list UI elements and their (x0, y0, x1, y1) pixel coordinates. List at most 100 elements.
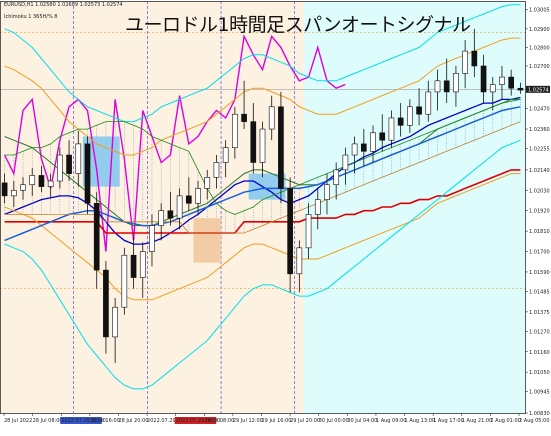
candle (1, 173, 8, 204)
candle-body (167, 210, 174, 219)
y-tick-label: 1.00830 (529, 411, 550, 417)
x-tick-label: 28 Jul 16:00 (90, 418, 120, 424)
y-tick-label: 1.01270 (529, 329, 550, 335)
candle-body (296, 247, 303, 275)
candle (480, 54, 487, 104)
candle-body (121, 254, 128, 308)
candle (139, 242, 146, 298)
candle-body (360, 143, 367, 152)
candle-body (158, 210, 165, 226)
candle-body (1, 182, 8, 197)
candle (20, 177, 26, 200)
series-ma (4, 106, 521, 242)
candle-body (333, 169, 340, 186)
candle-body (462, 50, 468, 74)
candle (416, 88, 422, 126)
x-tick-label: 2022.07.29 04:00 (176, 418, 221, 424)
series-kijun (4, 169, 521, 234)
series-bb_upper2 (4, 4, 521, 123)
candle-body (259, 128, 266, 163)
candle (93, 192, 100, 289)
candle (508, 69, 515, 96)
y-tick-label: 1.02030 (529, 188, 550, 194)
candles (1, 28, 524, 363)
candle-body (149, 225, 155, 252)
y-tick-label: 1.01160 (529, 350, 550, 356)
y-tick-label: 1.02800 (529, 45, 550, 51)
series-bb_lower1 (4, 173, 521, 301)
candle-body (103, 269, 109, 338)
candle-body (443, 80, 450, 93)
candle-body (268, 106, 275, 130)
candle (232, 106, 238, 159)
series-tenkan (4, 96, 521, 245)
current-price-tag: 1.02574 (526, 85, 550, 93)
candle (176, 188, 183, 230)
candle (407, 99, 413, 133)
y-tick-label: 1.02470 (529, 107, 550, 113)
y-tick-label: 1.01810 (529, 229, 550, 235)
x-tick-label: 2 Aug 01:00 (490, 418, 521, 424)
x-tick-label: 1 Aug 21:00 (462, 418, 493, 424)
candle (342, 147, 349, 185)
indicator-lines (3, 4, 521, 390)
candle-body (139, 251, 146, 278)
candle (66, 140, 72, 182)
y-tick-label: 1.02900 (529, 27, 550, 33)
x-tick-label: 29 Jul 08:00 (204, 418, 234, 424)
candle-body (499, 76, 505, 85)
candle-body (489, 84, 496, 93)
candle-body (379, 132, 386, 141)
candle (305, 203, 312, 259)
series-chikou (3, 33, 346, 252)
candle-body (416, 106, 422, 115)
y-tick-label: 1.01700 (529, 250, 550, 256)
x-tick-label: 30 Jul 04:00 (347, 418, 377, 424)
candle-body (250, 121, 257, 163)
candle (112, 297, 118, 363)
series-bb_lower2 (4, 139, 521, 390)
y-tick-label: 1.02255 (529, 147, 550, 153)
candle (471, 28, 478, 78)
x-tick-label: 2 Aug 05:00 (519, 418, 550, 424)
x-tick-label: 29 Jul 12:00 (233, 418, 263, 424)
candle (103, 260, 109, 354)
candle-body (453, 73, 459, 93)
candle (149, 214, 155, 267)
candle-body (204, 177, 211, 189)
highlight-zone (193, 218, 222, 263)
candle-body (314, 199, 321, 215)
candle-body (112, 306, 118, 338)
candle-body (324, 184, 330, 200)
candle (130, 236, 137, 289)
series-bb_upper1 (4, 37, 521, 156)
candle (241, 80, 247, 130)
x-tick-highlight (174, 417, 217, 424)
y-tick-label: 1.02700 (529, 64, 550, 70)
candle (10, 181, 17, 207)
candle-body (232, 113, 238, 148)
right-session-bg (303, 1, 525, 413)
candle (517, 82, 524, 94)
x-tick-label: 2022.07.29 00:00 (147, 418, 192, 424)
candle-body (47, 180, 54, 187)
candle (204, 169, 211, 200)
candle (38, 166, 45, 193)
candle (351, 136, 358, 174)
candle (47, 173, 54, 198)
candle (360, 129, 367, 167)
candle (434, 69, 441, 111)
candle-body (517, 87, 524, 91)
candle-body (93, 202, 100, 271)
candle-body (407, 106, 413, 126)
x-tick-label: 1 Aug 09:00 (376, 418, 407, 424)
candle-body (185, 195, 192, 204)
y-tick-label: 1.00945 (529, 390, 550, 396)
y-tick-label: 1.01050 (529, 370, 550, 376)
series-senkou_a (4, 99, 521, 215)
y-tick-label: 1.01485 (529, 289, 550, 295)
x-tick-label: 28 Jul 20:00 (118, 418, 148, 424)
candle (397, 103, 404, 137)
